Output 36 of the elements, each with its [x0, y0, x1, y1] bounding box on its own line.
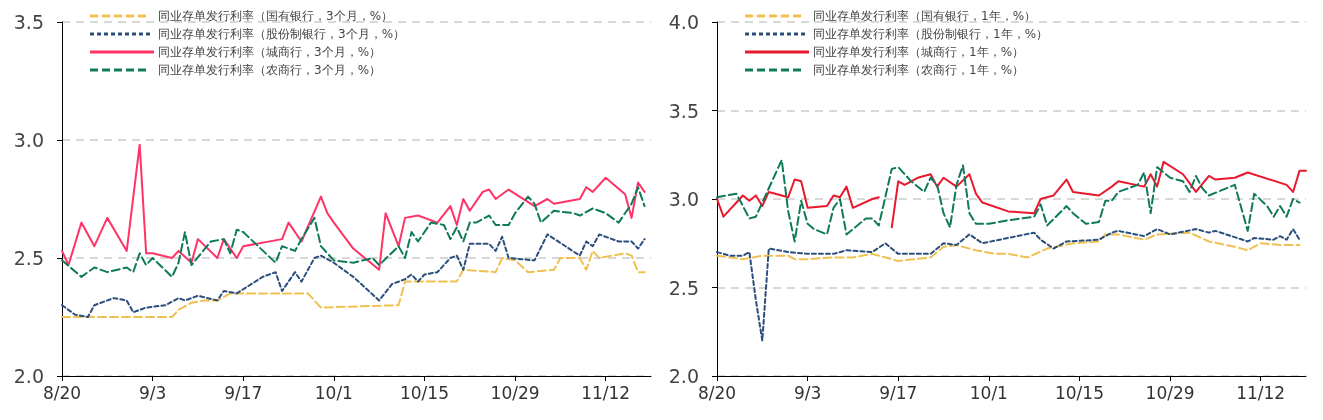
y-tick-label: 3.0 [668, 188, 699, 210]
x-tick-label: 10/1 [969, 382, 1008, 403]
y-tick-label: 2.5 [668, 276, 699, 299]
x-tick-label: 10/29 [490, 382, 540, 403]
line-series [61, 186, 646, 278]
x-tick-label: 10/15 [1054, 382, 1104, 403]
legend-label: 同业存单发行利率（农商行，1年，%） [813, 63, 1025, 77]
x-tick-label: 10/29 [1145, 382, 1195, 403]
y-tick-label: 3.0 [13, 129, 44, 151]
x-tick-label: 10/1 [314, 382, 353, 403]
x-tick-label: 9/3 [793, 382, 822, 403]
y-tick-label: 3.5 [13, 11, 44, 33]
x-tick-label: 9/17 [224, 382, 263, 403]
x-tick-label: 9/3 [138, 382, 167, 403]
line-series [716, 231, 1301, 262]
line-series [716, 159, 1301, 243]
line-series [61, 233, 646, 318]
x-tick-label: 11/12 [581, 382, 631, 403]
y-tick-label: 3.5 [668, 99, 699, 122]
x-tick-label: 8/20 [42, 382, 82, 403]
y-tick-label: 2.0 [13, 365, 44, 387]
line-series [61, 249, 646, 318]
line-series [61, 143, 646, 271]
x-tick-label: 11/12 [1236, 382, 1286, 403]
line-series [716, 228, 1301, 342]
x-tick-label: 10/15 [399, 382, 449, 403]
y-tick-label: 4.0 [668, 11, 699, 33]
legend-label: 同业存单发行利率（股份制银行，3个月，%） [158, 27, 406, 41]
legend-label: 同业存单发行利率（城商行，3个月，%） [158, 45, 382, 59]
x-tick-label: 8/20 [697, 382, 737, 403]
legend-label: 同业存单发行利率（股份制银行，1年，%） [813, 27, 1049, 41]
y-tick-label: 2.0 [668, 365, 699, 387]
y-tick-label: 2.5 [13, 247, 44, 269]
x-tick-label: 9/17 [879, 382, 918, 403]
legend-label: 同业存单发行利率（城商行，1年，%） [813, 45, 1025, 59]
legend-label: 同业存单发行利率（农商行，3个月，%） [158, 63, 382, 77]
